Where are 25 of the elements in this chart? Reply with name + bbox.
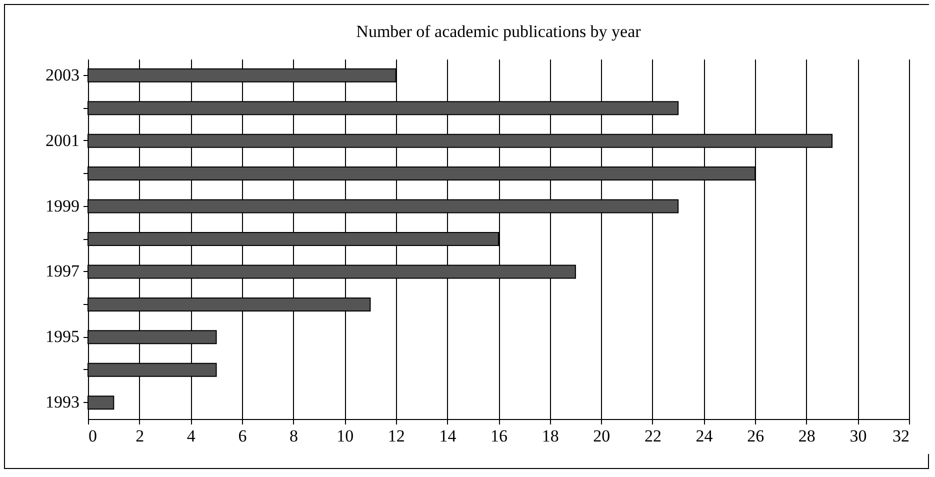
y-tick-label: 1993 xyxy=(46,392,80,412)
x-tick-label: 24 xyxy=(696,426,714,446)
x-tick-label: 30 xyxy=(850,426,867,446)
x-tick-label: 10 xyxy=(336,426,354,446)
x-tick-label: 32 xyxy=(892,426,910,446)
x-tick-label: 22 xyxy=(644,426,662,446)
x-tick-label: 16 xyxy=(490,426,508,446)
x-tick-label: 8 xyxy=(290,426,298,446)
y-tick-label: 2001 xyxy=(46,130,80,150)
x-tick-label: 0 xyxy=(88,426,97,446)
y-tick-label: 1997 xyxy=(46,262,80,281)
x-tick-label: 14 xyxy=(439,426,457,446)
x-tick-label: 18 xyxy=(542,426,559,446)
bar xyxy=(88,396,114,410)
x-tick-label: 28 xyxy=(798,426,816,446)
x-tick-label: 26 xyxy=(747,426,764,446)
x-tick-label: 12 xyxy=(388,426,405,446)
y-tick-label: 2003 xyxy=(46,65,80,84)
x-tick-label: 2 xyxy=(136,426,144,446)
x-tick-label: 6 xyxy=(238,426,247,446)
x-tick-label: 20 xyxy=(593,426,610,446)
chart-title: Number of academic publications by year xyxy=(356,22,642,41)
x-tick-label: 4 xyxy=(186,426,196,446)
y-tick-label: 1999 xyxy=(46,196,80,216)
y-tick-label: 1995 xyxy=(46,327,80,346)
